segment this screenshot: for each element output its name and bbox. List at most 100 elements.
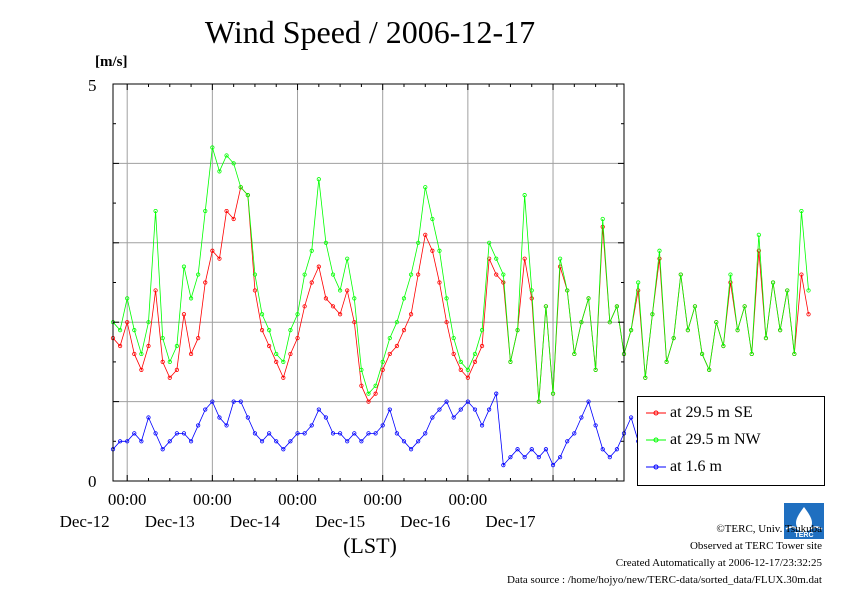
data-point: [302, 272, 307, 277]
data-point: [437, 248, 442, 253]
data-point: [501, 272, 506, 277]
data-point: [401, 328, 407, 333]
data-point: [565, 439, 570, 444]
data-point: [785, 288, 790, 293]
data-point: [316, 177, 321, 182]
data-point: [366, 399, 371, 404]
data-point: [380, 423, 385, 428]
data-point: [401, 439, 407, 444]
data-point: [330, 272, 336, 277]
legend-swatch-1-6m: [646, 464, 666, 470]
data-point: [267, 328, 272, 333]
data-point: [267, 343, 272, 349]
data-point: [259, 439, 265, 444]
data-point: [224, 208, 229, 214]
data-point: [238, 185, 243, 190]
data-point: [160, 447, 165, 452]
data-point: [146, 343, 151, 349]
data-point: [203, 280, 208, 285]
data-point: [465, 367, 470, 372]
data-point: [160, 335, 165, 341]
data-point: [472, 407, 478, 412]
data-point: [572, 431, 577, 436]
data-point: [799, 272, 804, 277]
data-point: [799, 208, 804, 214]
legend-label-se: at 29.5 m SE: [670, 404, 753, 421]
footer-observed: Observed at TERC Tower site: [689, 540, 822, 552]
data-point: [309, 248, 314, 253]
data-point: [203, 407, 208, 412]
data-point: [352, 296, 357, 301]
data-point: [628, 415, 634, 420]
legend-item-1-6m: at 1.6 m: [646, 457, 821, 477]
x-time-label: 00:00: [448, 490, 488, 509]
data-point: [352, 431, 357, 436]
data-point: [565, 288, 570, 293]
series-line: [112, 147, 809, 402]
data-point: [479, 343, 485, 349]
data-point: [373, 383, 378, 388]
data-point: [515, 447, 520, 452]
data-point: [139, 351, 144, 357]
data-point: [806, 312, 811, 317]
data-point: [153, 431, 158, 436]
data-point: [550, 463, 556, 468]
data-point: [423, 185, 428, 190]
data-point: [281, 359, 286, 364]
data-point: [267, 431, 272, 436]
data-point: [153, 208, 158, 214]
data-point: [451, 415, 456, 420]
data-point: [274, 439, 279, 444]
data-point: [153, 288, 158, 293]
data-point: [472, 359, 478, 364]
x-axis-label: (LST): [343, 533, 397, 558]
data-point: [231, 161, 236, 166]
data-point: [699, 351, 705, 357]
data-point: [252, 272, 258, 277]
data-point: [763, 335, 769, 341]
data-point: [522, 193, 527, 198]
data-point: [231, 216, 236, 222]
data-point: [224, 423, 229, 428]
data-point: [167, 439, 172, 444]
data-point: [472, 351, 478, 357]
data-point: [501, 280, 506, 285]
data-point: [607, 455, 612, 460]
chart-title: Wind Speed / 2006-12-17: [204, 14, 536, 50]
data-point: [345, 288, 350, 293]
data-point: [217, 415, 222, 420]
data-point: [117, 328, 123, 333]
data-point: [558, 256, 563, 261]
data-point: [188, 439, 194, 444]
data-point: [252, 288, 258, 293]
data-point: [579, 320, 584, 325]
data-point: [217, 256, 222, 261]
data-point: [295, 312, 300, 317]
data-point: [543, 304, 549, 309]
data-point: [380, 367, 385, 372]
data-point: [338, 312, 343, 317]
y-axis-label: [m/s]: [95, 54, 128, 70]
data-point: [330, 431, 336, 436]
data-point: [174, 367, 179, 372]
data-point: [352, 320, 357, 325]
data-point: [806, 288, 811, 293]
data-point: [359, 367, 364, 372]
data-point: [373, 431, 378, 436]
data-point: [558, 455, 563, 460]
x-date-label: Dec-13: [144, 512, 195, 531]
data-point: [245, 415, 250, 420]
data-point: [657, 248, 662, 253]
legend-swatch-se: [646, 410, 666, 416]
data-point: [614, 304, 620, 309]
data-point: [338, 431, 343, 436]
data-point: [181, 312, 187, 317]
data-point: [295, 335, 300, 341]
data-point: [309, 280, 314, 285]
x-time-label: 00:00: [192, 490, 232, 509]
data-point: [167, 359, 172, 364]
data-point: [529, 288, 534, 293]
data-point: [139, 439, 144, 444]
data-point: [125, 439, 130, 444]
data-point: [387, 407, 392, 412]
